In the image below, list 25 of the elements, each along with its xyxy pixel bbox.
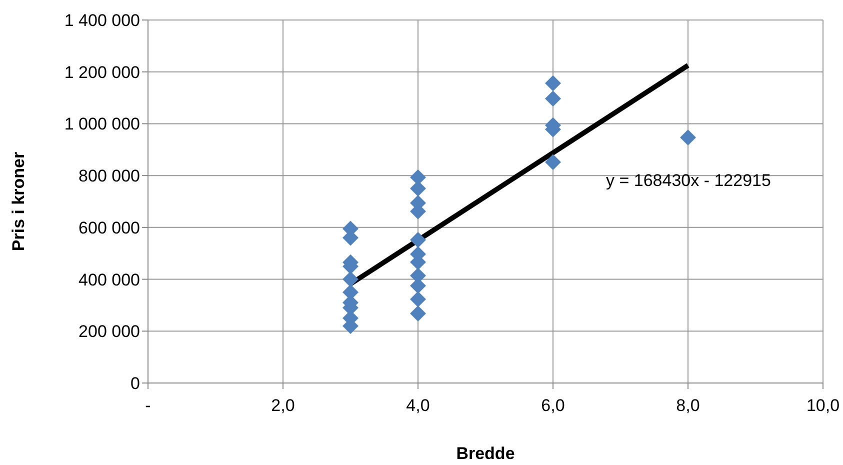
y-tick-label: 1 200 000 xyxy=(64,62,140,82)
point xyxy=(680,129,696,146)
point xyxy=(545,75,561,92)
y-axis-title: Pris i kroner xyxy=(9,152,28,252)
point xyxy=(342,271,358,288)
y-tick-label: 1 000 000 xyxy=(64,114,140,134)
point xyxy=(410,232,426,248)
point xyxy=(545,154,561,170)
x-tick-label: 8,0 xyxy=(676,396,700,416)
y-tick-label: 800 000 xyxy=(78,166,140,186)
y-tick-label: 0 xyxy=(130,374,140,394)
point xyxy=(545,90,561,107)
y-tick-label: 200 000 xyxy=(78,322,140,342)
point xyxy=(410,291,426,308)
y-tick-label: 600 000 xyxy=(78,218,140,238)
annotation: y = 168430x - 122915 xyxy=(606,171,771,190)
x-tick-label: 10,0 xyxy=(806,396,840,416)
y-tick-label: 400 000 xyxy=(78,270,140,290)
x-tick-label: 6,0 xyxy=(541,396,565,416)
x-tick-label: - xyxy=(145,396,151,416)
point xyxy=(410,306,426,322)
x-tick-label: 2,0 xyxy=(271,396,295,416)
y-tick-label: 1 400 000 xyxy=(64,11,140,30)
x-tick-label: 4,0 xyxy=(406,396,430,416)
x-axis-title: Bredde xyxy=(456,444,515,464)
